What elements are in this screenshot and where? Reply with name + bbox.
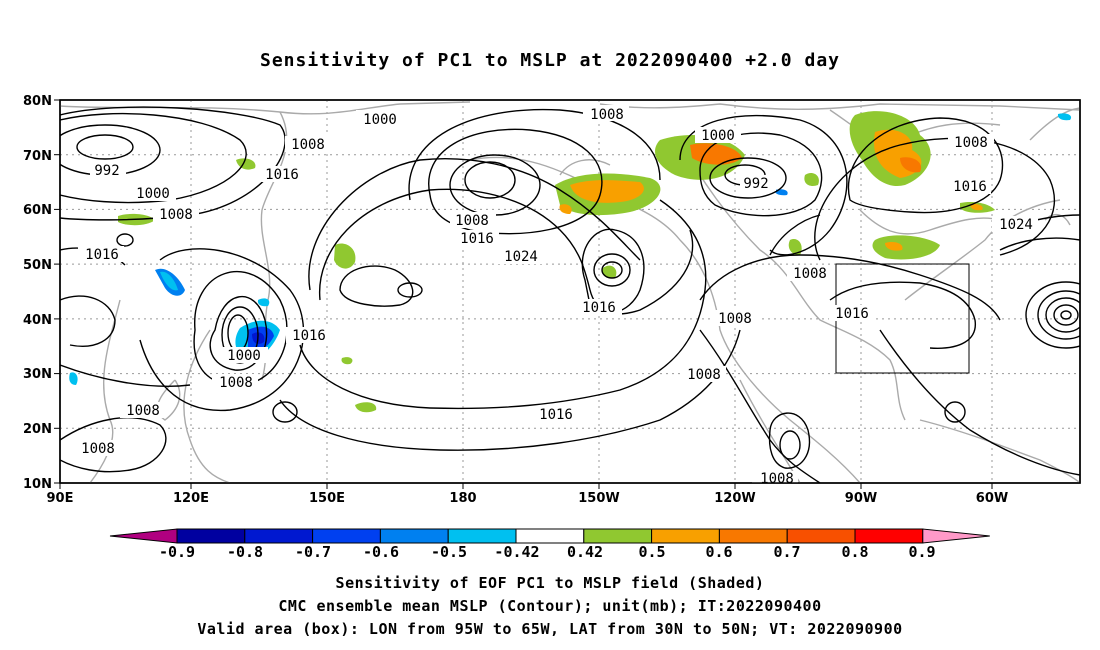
contour-label: 1008 <box>687 367 721 383</box>
contour-label: 1016 <box>460 231 494 247</box>
colorbar-label: -0.42 <box>494 543 539 561</box>
colorbar-segment <box>379 528 449 544</box>
caption-contour: CMC ensemble mean MSLP (Contour); unit(m… <box>278 597 822 615</box>
contour-label: 992 <box>743 176 768 192</box>
contour-label: 1016 <box>265 167 299 183</box>
lat-label: 80N <box>23 94 52 109</box>
tick-marks <box>54 99 993 489</box>
contour-label: 1024 <box>504 249 538 265</box>
contour-label: 1000 <box>363 112 397 128</box>
colorbar-segment <box>312 528 381 544</box>
contour-labels: 1000 1008 992 1008 1000 992 1008 1016 10… <box>75 105 1038 487</box>
shade-positive-dot-b <box>355 402 377 413</box>
colorbar-label: -0.5 <box>431 543 467 561</box>
contour-label: 1016 <box>582 300 616 316</box>
contour-label: 1000 <box>227 348 261 364</box>
lat-label: 30N <box>23 367 52 382</box>
contour-label: 1008 <box>954 135 988 151</box>
contour-label: 992 <box>94 163 119 179</box>
contour-label: 1008 <box>126 403 160 419</box>
lon-label: 150W <box>578 491 619 506</box>
contour-label: 1008 <box>455 213 489 229</box>
shade-negative-dot-a <box>257 298 270 307</box>
colorbar-label: -0.8 <box>227 543 263 561</box>
shade-strong-bering <box>570 180 644 203</box>
shade-positive-pacific-a <box>334 243 356 269</box>
colorbar-labels: -0.9 -0.8 -0.7 -0.6 -0.5 -0.42 0.42 0.5 … <box>159 543 936 561</box>
colorbar-segment <box>515 528 585 544</box>
colorbar-label: 0.7 <box>773 543 800 561</box>
shade-strong-alaska <box>690 143 742 165</box>
colorbar-segment <box>786 528 856 544</box>
colorbar-segment <box>718 528 788 544</box>
lat-label: 40N <box>23 313 52 328</box>
colorbar-segment <box>244 528 314 544</box>
caption-shading: Sensitivity of EOF PC1 to MSLP field (Sh… <box>335 574 765 592</box>
lon-label: 60W <box>976 491 1008 506</box>
colorbar-label: -0.9 <box>159 543 195 561</box>
lon-label: 90E <box>47 491 74 506</box>
lat-label: 60N <box>23 203 52 218</box>
contour-label: 1024 <box>999 217 1033 233</box>
colorbar-segment <box>583 528 653 544</box>
contour-label: 1008 <box>159 207 193 223</box>
grid-lines <box>60 100 1080 483</box>
colorbar-label: -0.6 <box>363 543 399 561</box>
shade-negative-dot-b <box>1057 113 1072 121</box>
contour-label: 1008 <box>760 471 794 487</box>
lat-axis: 80N 70N 60N 50N 40N 30N 20N 10N <box>23 94 52 492</box>
shade-positive-dot-d <box>602 265 617 279</box>
lat-label: 20N <box>23 422 52 437</box>
shade-negative-china-north-light <box>160 271 178 291</box>
colorbar-segment <box>447 528 517 544</box>
shade-positive-dot-a <box>788 239 802 256</box>
colorbar-label: 0.6 <box>705 543 732 561</box>
contour-label: 1008 <box>718 311 752 327</box>
lon-label: 150E <box>309 491 345 506</box>
shade-strong-newfoundland <box>885 241 903 251</box>
colorbar <box>109 528 990 544</box>
shade-positive-dot-c <box>341 357 353 365</box>
shade-positive-dot-e <box>804 173 819 186</box>
contour-label: 1008 <box>81 441 115 457</box>
map-border <box>59 99 1081 484</box>
lon-label: 120W <box>714 491 755 506</box>
colorbar-min-triangle <box>109 528 178 544</box>
colorbar-label: 0.9 <box>908 543 935 561</box>
contour-label: 1000 <box>701 128 735 144</box>
colorbar-segment <box>176 528 246 544</box>
contour-label: 1008 <box>219 375 253 391</box>
colorbar-label: 0.5 <box>638 543 665 561</box>
lon-label: 90W <box>845 491 877 506</box>
contour-label: 1016 <box>539 407 573 423</box>
lon-label: 180 <box>449 491 476 506</box>
shade-negative-dot-c <box>69 372 78 385</box>
contour-label: 1008 <box>291 137 325 153</box>
lon-axis: 90E 120E 150E 180 150W 120W 90W 60W <box>47 491 1009 506</box>
contour-label: 1016 <box>953 179 987 195</box>
colorbar-segment <box>651 528 720 544</box>
page-title: Sensitivity of PC1 to MSLP at 2022090400… <box>259 50 840 71</box>
colorbar-label: -0.7 <box>295 543 331 561</box>
shade-stronger-hudson <box>900 157 922 173</box>
lat-label: 50N <box>23 258 52 273</box>
shade-strong-dot-b <box>970 203 983 211</box>
caption-valid-area: Valid area (box): LON from 95W to 65W, L… <box>197 620 903 638</box>
contour-label: 1016 <box>835 306 869 322</box>
colorbar-label: 0.42 <box>567 543 603 561</box>
colorbar-max-triangle <box>922 528 990 544</box>
lat-label: 10N <box>23 477 52 492</box>
lat-label: 70N <box>23 149 52 164</box>
colorbar-label: 0.8 <box>841 543 868 561</box>
shade-positive-newfoundland <box>872 235 940 260</box>
contour-label: 1008 <box>590 107 624 123</box>
shade-strong-dot-a <box>559 204 572 214</box>
contour-label: 1000 <box>136 186 170 202</box>
contour-label: 1016 <box>85 247 119 263</box>
lon-label: 120E <box>173 491 209 506</box>
contour-label: 1008 <box>793 266 827 282</box>
colorbar-segment <box>854 528 924 544</box>
contour-label: 1016 <box>292 328 326 344</box>
